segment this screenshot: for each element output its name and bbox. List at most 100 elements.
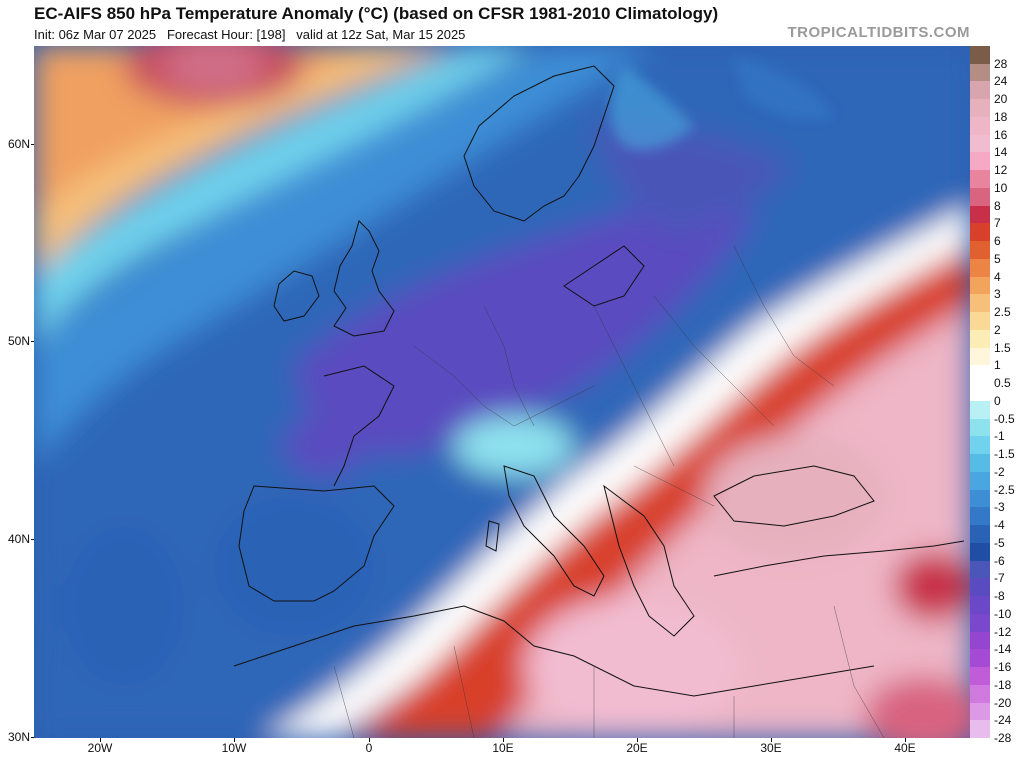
colorbar-label: 28 (994, 56, 1008, 71)
colorbar-label: 3 (994, 287, 1001, 302)
colorbar-swatch (970, 525, 990, 544)
colorbar-swatch (970, 116, 990, 136)
lon-tick (234, 738, 235, 742)
coastlines (233, 65, 965, 697)
colorbar-swatch (970, 560, 990, 579)
colorbar-swatch (970, 542, 990, 562)
colorbar-swatch (970, 596, 990, 615)
temperature-anomaly-field (34, 46, 970, 738)
chart-title: EC-AIFS 850 hPa Temperature Anomaly (°C)… (34, 4, 719, 23)
lon-tick (905, 738, 906, 742)
colorbar-swatch (970, 454, 990, 473)
colorbar-swatch (970, 631, 990, 650)
colorbar-swatch (970, 152, 990, 171)
colorbar-swatch (970, 684, 990, 703)
colorbar-label: 2.5 (994, 305, 1011, 320)
colorbar-swatch (970, 471, 990, 491)
colorbar-swatch (970, 81, 990, 100)
lon-label-20e: 20E (626, 741, 648, 755)
colorbar-swatch (970, 613, 990, 633)
colorbar-swatch (970, 134, 990, 153)
lat-label-60n: 60N (7, 137, 30, 151)
lon-label-10e: 10E (492, 741, 514, 755)
colorbar-label: -7 (994, 571, 1005, 586)
lon-tick (100, 738, 101, 742)
watermark: TROPICALTIDBITS.COM (787, 24, 970, 41)
colorbar-label: -12 (994, 624, 1012, 639)
colorbar-swatch (970, 667, 990, 686)
colorbar-label: -14 (994, 642, 1012, 657)
colorbar-label: -2 (994, 464, 1005, 479)
colorbar-swatch (970, 720, 990, 739)
lat-tick (31, 539, 35, 540)
colorbar-swatch (970, 329, 990, 349)
colorbar-swatch (970, 312, 990, 331)
colorbar-swatch (970, 418, 990, 437)
colorbar-label: 1.5 (994, 340, 1011, 355)
lon-tick (637, 738, 638, 742)
colorbar-label: -28 (994, 731, 1012, 745)
colorbar-label: 4 (994, 269, 1001, 284)
lon-tick (771, 738, 772, 742)
lon-tick (369, 738, 370, 742)
colorbar-swatch (970, 489, 990, 508)
colorbar-swatch (970, 507, 990, 526)
colorbar-label: 2 (994, 322, 1001, 337)
anomaly-field-svg (34, 46, 970, 738)
colorbar-label: 5 (994, 251, 1001, 266)
colorbar-swatch (970, 223, 990, 242)
colorbar-swatch (970, 205, 990, 224)
lat-label-30n: 30N (7, 730, 30, 744)
colorbar-label: -16 (994, 660, 1012, 675)
lat-tick (31, 144, 35, 145)
colorbar-label: -2.5 (994, 482, 1015, 497)
colorbar-label: 7 (994, 216, 1001, 231)
colorbar (970, 46, 990, 739)
colorbar-label: 24 (994, 74, 1008, 89)
colorbar-label: -3 (994, 500, 1005, 515)
lat-label-50n: 50N (7, 334, 30, 348)
colorbar-swatch (970, 347, 990, 366)
temperature-anomaly-detail (610, 56, 834, 150)
lat-tick (31, 737, 35, 738)
country-borders (333, 245, 885, 738)
colorbar-label: 6 (994, 234, 1001, 249)
colorbar-swatch (970, 649, 990, 668)
anomaly-map (34, 46, 970, 738)
colorbar-label: -24 (994, 713, 1012, 728)
colorbar-swatch (970, 383, 990, 402)
colorbar-label: 20 (994, 92, 1008, 107)
colorbar-label: 0 (994, 393, 1001, 408)
colorbar-label: 8 (994, 198, 1001, 213)
colorbar-swatch (970, 187, 990, 207)
colorbar-label: -4 (994, 518, 1005, 533)
colorbar-label: 14 (994, 145, 1008, 160)
colorbar-swatch (970, 241, 990, 260)
lon-tick (503, 738, 504, 742)
colorbar-label: -6 (994, 553, 1005, 568)
colorbar-swatch (970, 578, 990, 597)
colorbar-swatch (970, 170, 990, 189)
colorbar-label: -8 (994, 589, 1005, 604)
colorbar-swatch (970, 258, 990, 278)
colorbar-label: -0.5 (994, 411, 1015, 426)
colorbar-swatch (970, 63, 990, 82)
colorbar-label: -1.5 (994, 447, 1015, 462)
lon-label-0: 0 (365, 741, 373, 755)
forecast-info: Init: 06z Mar 07 2025 Forecast Hour: [19… (34, 27, 466, 42)
lat-tick (31, 341, 35, 342)
lon-label-30e: 30E (760, 741, 782, 755)
colorbar-label: 10 (994, 180, 1008, 195)
lon-label-20w: 20W (87, 741, 113, 755)
colorbar-label: 12 (994, 163, 1008, 178)
lon-label-40e: 40E (894, 741, 916, 755)
colorbar-label: -18 (994, 677, 1012, 692)
colorbar-swatch (970, 276, 990, 295)
colorbar-swatch (970, 99, 990, 118)
colorbar-label: -1 (994, 429, 1005, 444)
colorbar-label: 16 (994, 127, 1008, 142)
colorbar-swatch (970, 400, 990, 420)
colorbar-swatch (970, 294, 990, 313)
lat-label-40n: 40N (7, 532, 30, 546)
colorbar-label: 18 (994, 109, 1008, 124)
